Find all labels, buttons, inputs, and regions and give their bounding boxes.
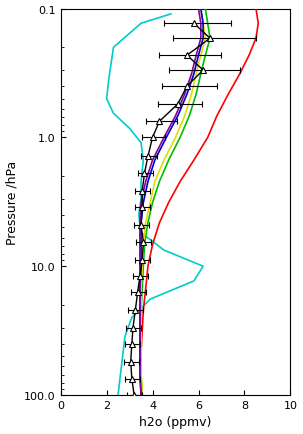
Y-axis label: Pressure /hPa: Pressure /hPa bbox=[5, 160, 18, 244]
X-axis label: h2o (ppmv): h2o (ppmv) bbox=[139, 415, 212, 428]
